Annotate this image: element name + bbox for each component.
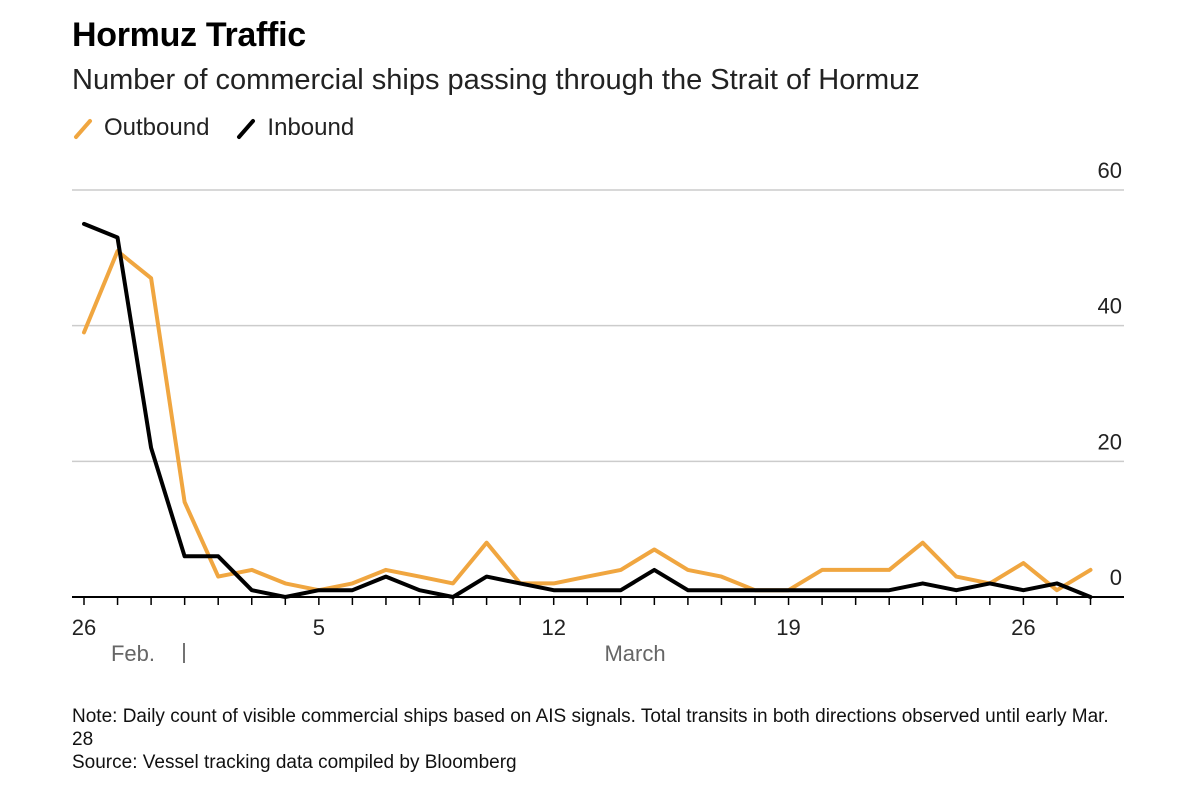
y-tick-label-20: 20 — [1098, 429, 1122, 454]
legend-swatch-outbound — [74, 119, 92, 139]
legend-label-inbound: Inbound — [267, 114, 355, 141]
y-tick-label-60: 60 — [1098, 158, 1122, 183]
x-tick-label-mar-26: 26 — [1011, 615, 1035, 640]
y-axis-tick-labels: 60 40 20 0 — [1098, 158, 1122, 590]
legend-item-inbound: Inbound — [235, 114, 354, 142]
legend: Outbound Inbound — [72, 114, 380, 142]
y-tick-label-40: 40 — [1098, 294, 1122, 319]
legend-swatch-inbound — [237, 119, 256, 139]
chart-title: Hormuz Traffic — [72, 16, 306, 54]
y-tick-label-0: 0 — [1110, 565, 1122, 590]
chart-subtitle: Number of commercial ships passing throu… — [72, 64, 920, 96]
x-axis — [72, 596, 1124, 605]
chart-note: Note: Daily count of visible commercial … — [72, 706, 1109, 750]
chart-footnotes: Note: Daily count of visible commercial … — [72, 705, 1132, 774]
series-line-outbound — [82, 249, 1093, 593]
month-label-feb: Feb. — [111, 641, 155, 666]
legend-item-outbound: Outbound — [72, 114, 209, 142]
series-lines — [82, 221, 1093, 599]
x-axis-tick-labels: 26 5 12 19 26 — [72, 615, 1036, 640]
x-tick-label-feb-26: 26 — [72, 615, 96, 640]
month-label-march: March — [604, 641, 665, 666]
x-tick-label-mar-12: 12 — [541, 615, 565, 640]
line-chart: 60 40 20 0 26 5 12 19 26 Feb. March — [72, 158, 1124, 666]
legend-label-outbound: Outbound — [104, 114, 210, 141]
series-line-inbound — [82, 221, 1093, 599]
x-tick-label-mar-19: 19 — [776, 615, 800, 640]
month-labels: Feb. March — [111, 641, 666, 666]
x-tick-label-mar-5: 5 — [313, 615, 325, 640]
gridlines — [72, 189, 1124, 463]
chart-source: Source: Vessel tracking data compiled by… — [72, 752, 517, 773]
